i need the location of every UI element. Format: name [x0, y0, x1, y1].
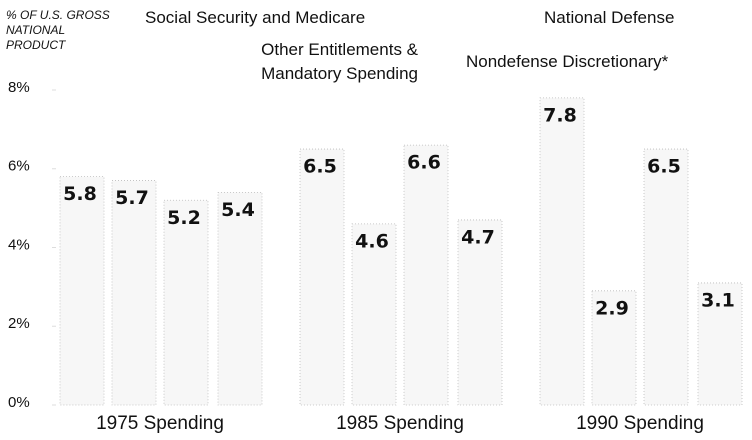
data-label: 6.5: [647, 156, 681, 178]
data-label: 6.6: [407, 152, 441, 174]
x-tick-label: 1990 Spending: [576, 413, 704, 434]
legend-entry: Social Security and Medicare: [145, 8, 366, 27]
bar: [217, 191, 263, 406]
data-label: 6.5: [303, 156, 337, 178]
bar: [299, 148, 345, 406]
y-tick-label: 2%: [8, 315, 30, 332]
bar: [163, 199, 209, 406]
x-tick-label: 1985 Spending: [336, 413, 464, 434]
data-label: 7.8: [543, 104, 577, 126]
x-tick-label: 1975 Spending: [96, 413, 224, 434]
y-tick-label: 8%: [8, 79, 30, 96]
bar: [591, 290, 637, 406]
bar: [403, 144, 449, 406]
y-tick-label: 0%: [8, 394, 30, 411]
bar: [59, 176, 105, 406]
data-label: 2.9: [595, 297, 629, 319]
data-label: 4.6: [355, 230, 389, 252]
bar: [111, 180, 157, 406]
data-label: 4.7: [461, 226, 495, 248]
data-label: 5.8: [63, 183, 97, 205]
legend-entry: Other Entitlements & Mandatory Spending: [261, 40, 418, 83]
y-axis-label: % OF U.S. GROSS NATIONAL PRODUCT: [6, 8, 110, 52]
bar: [697, 282, 743, 406]
bar: [643, 148, 689, 406]
legend-entry: Nondefense Discretionary*: [466, 52, 669, 71]
legend-entry: National Defense: [544, 8, 675, 27]
data-label: 5.2: [167, 207, 201, 229]
data-label: 5.7: [115, 187, 149, 209]
bar: [457, 219, 503, 406]
data-label: 3.1: [701, 289, 735, 311]
bar: [539, 97, 585, 406]
y-tick-label: 6%: [8, 158, 30, 175]
y-tick-label: 4%: [8, 236, 30, 253]
bar: [351, 223, 397, 406]
data-label: 5.4: [221, 199, 255, 221]
